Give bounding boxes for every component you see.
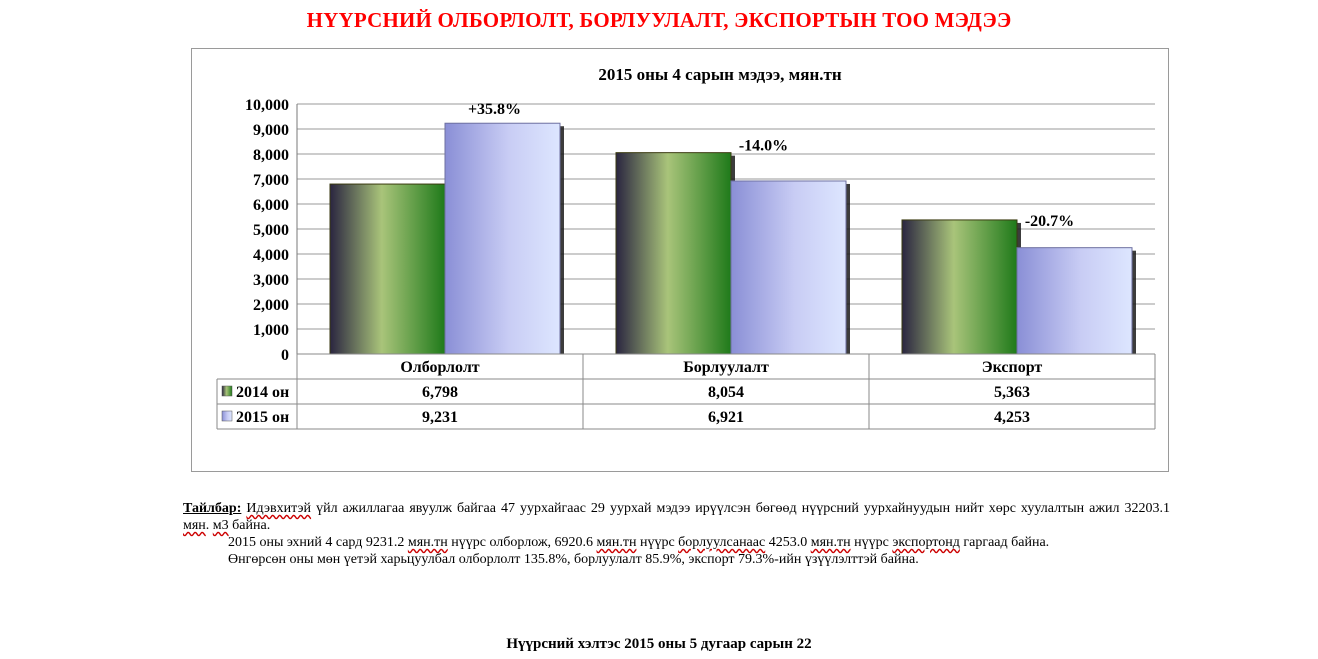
- bar-chart: 2015 оны 4 сарын мэдээ, мян.тн 0 1,000 2,0…: [216, 65, 1156, 430]
- note-text: экспортонд: [892, 535, 960, 550]
- note-text: мян.тн: [596, 535, 637, 550]
- bar-2015-0: [444, 122, 561, 355]
- y-tick-label: 3,000: [253, 272, 289, 289]
- legend-swatch: [221, 385, 233, 397]
- note-paragraph-3: Өнгөрсөн оны мөн үетэй харьцуулбал олбор…: [228, 552, 919, 567]
- bar-2015-1: [730, 180, 847, 355]
- bar-2014-2: [901, 219, 1018, 355]
- change-label: +35.8%: [468, 101, 521, 118]
- note-text: байна.: [228, 518, 271, 533]
- category-label: Экспорт: [982, 359, 1043, 376]
- note-text: .: [205, 518, 213, 533]
- note-text: нүүрс: [636, 535, 679, 550]
- note-text: мян.тн: [407, 535, 448, 550]
- chart-title: 2015 оны 4 сарын мэдээ, мян.тн: [598, 65, 841, 84]
- note-text: мян.тн: [810, 535, 851, 550]
- y-tick-label: 0: [281, 347, 289, 364]
- note-text: 4253.0: [765, 535, 811, 550]
- data-label: 9,231: [422, 409, 458, 426]
- note-text: Идэвхитэй: [246, 501, 312, 516]
- change-label: -14.0%: [739, 138, 788, 155]
- category-label: Олборлолт: [400, 359, 479, 376]
- notes: Тайлбар: Идэвхитэй үйл ажиллагаа явуулж …: [183, 500, 1170, 568]
- y-tick-label: 2,000: [253, 297, 289, 314]
- note-text: м3: [212, 518, 229, 533]
- y-tick-label: 10,000: [245, 97, 289, 114]
- footer-date: Нүүрсний хэлтэс 2015 оны 5 дугаар сарын …: [506, 636, 812, 652]
- y-tick-label: 6,000: [253, 197, 289, 214]
- note-text: гаргаад байна.: [959, 535, 1050, 550]
- data-label: 6,798: [422, 384, 458, 401]
- change-label: -20.7%: [1025, 213, 1074, 230]
- y-tick-label: 4,000: [253, 247, 289, 264]
- y-tick-label: 9,000: [253, 122, 289, 139]
- y-tick-label: 8,000: [253, 147, 289, 164]
- notes-label: Тайлбар:: [183, 501, 242, 516]
- data-label: 5,363: [994, 384, 1030, 401]
- note-text: 2015 оны эхний 4 сард 9231.2: [228, 535, 408, 550]
- bar-2015-2: [1016, 247, 1133, 355]
- y-tick-label: 5,000: [253, 222, 289, 239]
- legend-label: 2015 он: [236, 409, 289, 426]
- note-text: үйл ажиллагаа явуулж байгаа 47 уурхайгаа…: [311, 501, 1171, 516]
- page-title: НҮҮРСНИЙ ОЛБОРЛОЛТ, БОРЛУУЛАЛТ, ЭКСПОРТЫ…: [306, 8, 1012, 32]
- legend-label: 2014 он: [236, 384, 289, 401]
- bar-2014-0: [329, 183, 446, 355]
- data-label: 4,253: [994, 409, 1030, 426]
- data-label: 6,921: [708, 409, 744, 426]
- note-paragraph-2: 2015 оны эхний 4 сард 9231.2 мян.тн нүүр…: [183, 534, 1170, 551]
- note-text: нүүрс олборлож, 6920.6: [447, 535, 597, 550]
- bar-2014-1: [615, 152, 732, 355]
- legend-swatch: [221, 410, 233, 422]
- chart-frame: 2015 оны 4 сарын мэдээ, мян.тн 0 1,000 2,0…: [191, 48, 1169, 472]
- y-tick-label: 7,000: [253, 172, 289, 189]
- category-label: Борлуулалт: [683, 359, 769, 376]
- note-paragraph-1: Тайлбар: Идэвхитэй үйл ажиллагаа явуулж …: [183, 500, 1170, 534]
- note-text: борлуулсанаас: [678, 535, 766, 550]
- note-text: мян: [183, 518, 206, 533]
- data-label: 8,054: [708, 384, 744, 401]
- note-text: нүүрс: [850, 535, 893, 550]
- y-tick-label: 1,000: [253, 322, 289, 339]
